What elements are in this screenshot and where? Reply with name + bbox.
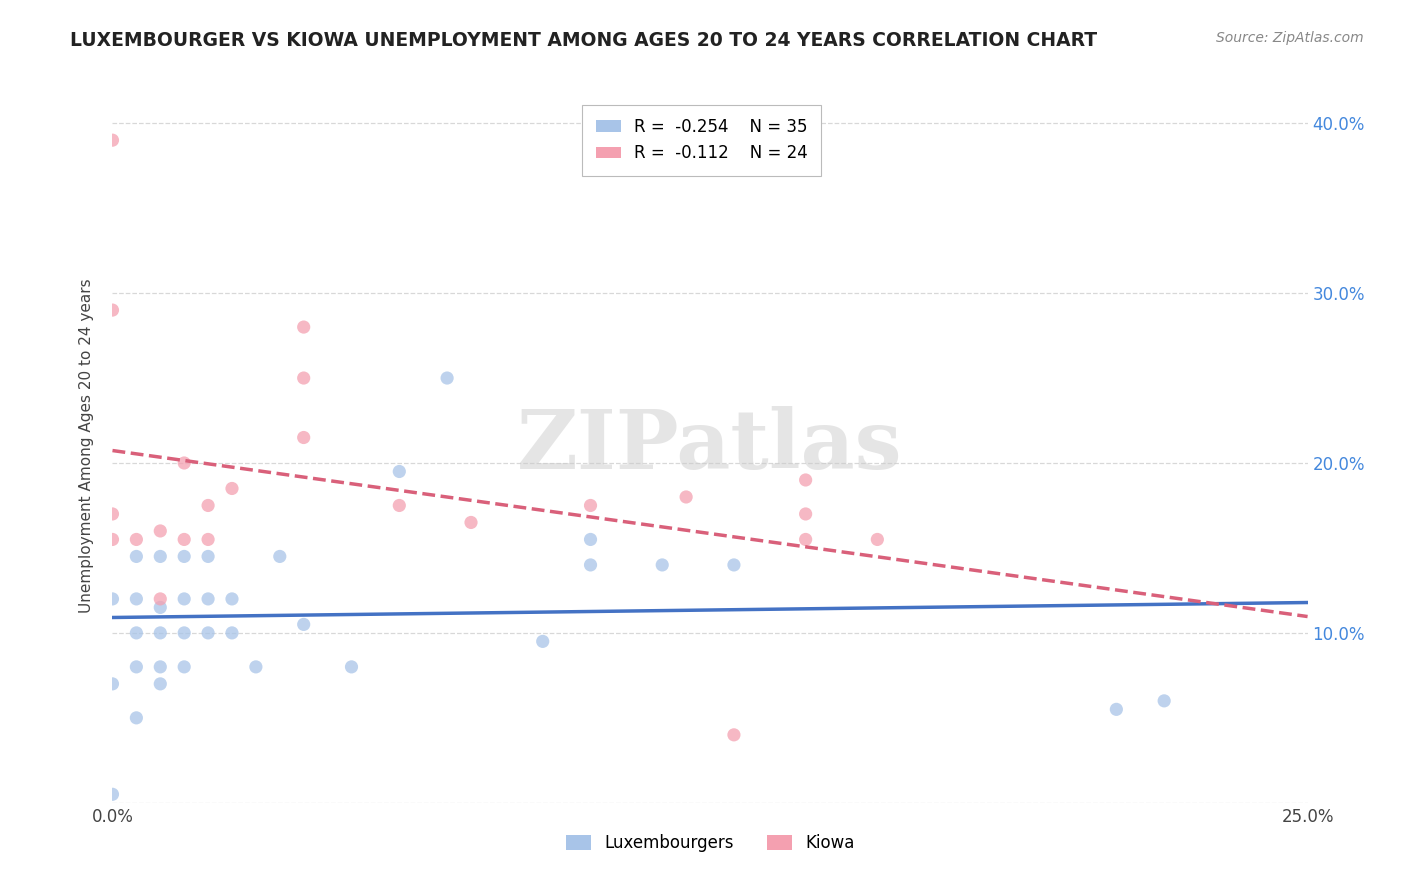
Text: Source: ZipAtlas.com: Source: ZipAtlas.com xyxy=(1216,31,1364,45)
Point xyxy=(101,591,124,606)
Point xyxy=(101,787,124,801)
Point xyxy=(245,660,267,674)
Point xyxy=(221,591,243,606)
Point xyxy=(173,533,195,547)
Point xyxy=(125,626,148,640)
Point xyxy=(101,677,124,691)
Point xyxy=(197,591,219,606)
Point xyxy=(173,456,195,470)
Point xyxy=(125,711,148,725)
Point xyxy=(436,371,458,385)
Point xyxy=(866,533,889,547)
Point xyxy=(531,634,554,648)
Point xyxy=(388,465,411,479)
Point xyxy=(125,660,148,674)
Point xyxy=(173,591,195,606)
Point xyxy=(173,660,195,674)
Point xyxy=(1105,702,1128,716)
Point xyxy=(723,558,745,572)
Legend: Luxembourgers, Kiowa: Luxembourgers, Kiowa xyxy=(560,828,860,859)
Point xyxy=(675,490,697,504)
Point xyxy=(460,516,482,530)
Point xyxy=(149,600,172,615)
Point xyxy=(173,549,195,564)
Point xyxy=(197,533,219,547)
Point xyxy=(292,320,315,334)
Point xyxy=(794,533,817,547)
Point xyxy=(1153,694,1175,708)
Point xyxy=(149,677,172,691)
Point xyxy=(101,303,124,318)
Point xyxy=(125,533,148,547)
Text: ZIPatlas: ZIPatlas xyxy=(517,406,903,486)
Point xyxy=(221,626,243,640)
Point xyxy=(579,499,602,513)
Point xyxy=(125,591,148,606)
Point xyxy=(197,549,219,564)
Point xyxy=(292,617,315,632)
Point xyxy=(794,507,817,521)
Point xyxy=(579,558,602,572)
Point xyxy=(149,626,172,640)
Point xyxy=(101,133,124,147)
Point xyxy=(125,549,148,564)
Point xyxy=(579,533,602,547)
Point xyxy=(149,660,172,674)
Y-axis label: Unemployment Among Ages 20 to 24 years: Unemployment Among Ages 20 to 24 years xyxy=(79,278,94,614)
Point xyxy=(340,660,363,674)
Point xyxy=(173,626,195,640)
Point xyxy=(794,473,817,487)
Text: LUXEMBOURGER VS KIOWA UNEMPLOYMENT AMONG AGES 20 TO 24 YEARS CORRELATION CHART: LUXEMBOURGER VS KIOWA UNEMPLOYMENT AMONG… xyxy=(70,31,1098,50)
Point xyxy=(197,499,219,513)
Point xyxy=(292,430,315,444)
Point xyxy=(149,591,172,606)
Point xyxy=(388,499,411,513)
Point xyxy=(197,626,219,640)
Point xyxy=(149,549,172,564)
Point xyxy=(221,482,243,496)
Point xyxy=(101,507,124,521)
Point xyxy=(101,533,124,547)
Point xyxy=(269,549,291,564)
Point xyxy=(292,371,315,385)
Point xyxy=(651,558,673,572)
Point xyxy=(723,728,745,742)
Point xyxy=(149,524,172,538)
